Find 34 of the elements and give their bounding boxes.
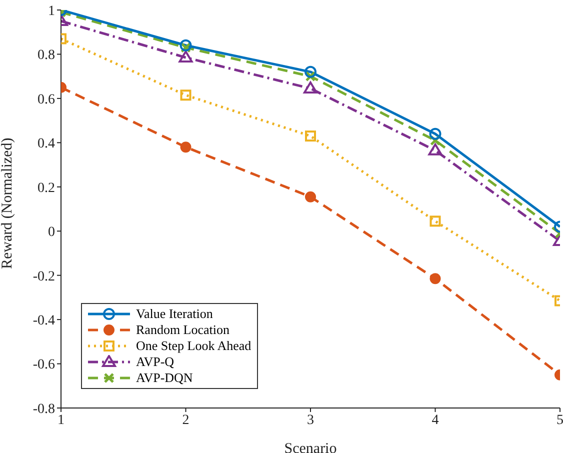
- point: [305, 130, 316, 142]
- legend-label: Random Location: [136, 322, 230, 338]
- y-tick-label: -0.4: [32, 314, 55, 329]
- legend-label: Value Iteration: [136, 306, 213, 322]
- y-tick-label: -0.6: [32, 358, 55, 373]
- y-tick-label: 0.2: [38, 180, 55, 196]
- x-tick-label: 3: [307, 412, 314, 428]
- point: [304, 66, 316, 78]
- y-tick-label: 0.6: [38, 92, 55, 108]
- point: [428, 143, 442, 156]
- point: [304, 81, 318, 94]
- point: [180, 90, 192, 101]
- x-axis-title: Scenario: [284, 441, 337, 453]
- y-tick-label: 0.8: [38, 48, 55, 64]
- legend-label: AVP-Q: [136, 354, 174, 370]
- point: [429, 128, 442, 140]
- point: [180, 142, 192, 153]
- x-tick-label: 5: [556, 412, 563, 428]
- y-tick-label: -0.8: [32, 402, 55, 417]
- point: [178, 50, 193, 63]
- legend-label: AVP-DQN: [136, 370, 193, 386]
- point: [180, 39, 192, 52]
- y-axis-title: Reward (Normalized): [0, 138, 16, 269]
- x-tick-label: 2: [182, 412, 190, 428]
- y-tick-label: -0.2: [32, 269, 55, 284]
- x-tick-label: 4: [432, 412, 439, 428]
- point: [305, 191, 316, 202]
- point: [430, 216, 441, 227]
- legend-label: One Step Look Ahead: [136, 338, 252, 354]
- y-tick-label: 1: [48, 4, 55, 19]
- y-tick-label: 0.4: [38, 136, 55, 152]
- point: [430, 273, 441, 284]
- x-tick-label: 1: [58, 412, 64, 428]
- y-tick-label: 0: [48, 225, 55, 240]
